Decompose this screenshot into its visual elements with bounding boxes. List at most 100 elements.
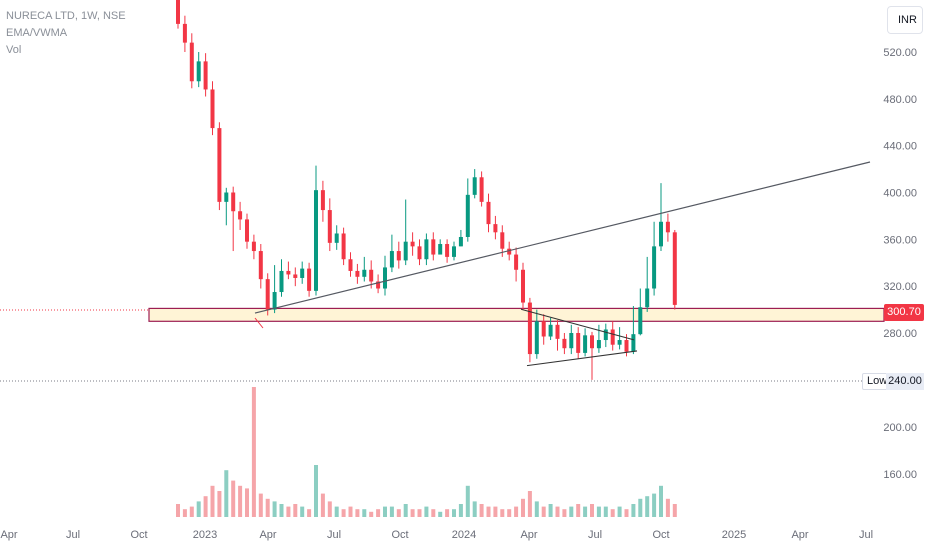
volume-bar (272, 501, 277, 517)
time-tick-label: Apr (791, 529, 808, 541)
candle-body (327, 210, 332, 243)
triangle-upper-line (520, 308, 635, 341)
time-tick-label: Oct (391, 529, 408, 541)
volume-bar (631, 504, 636, 517)
time-tick-label: Apr (520, 529, 537, 541)
candle-body (665, 221, 670, 233)
volume-bar (486, 506, 491, 517)
trendline (254, 161, 871, 314)
candle-body (238, 211, 243, 220)
candle-body (334, 233, 339, 243)
volume-bar (479, 504, 484, 517)
candle-body (624, 340, 629, 352)
price-tick-label: 160.00 (883, 469, 917, 481)
volume-bar (369, 511, 374, 517)
candle-body (500, 232, 505, 249)
symbol-title[interactable]: NURECA LTD, 1W, NSE (6, 10, 126, 22)
volume-bar (196, 501, 201, 517)
chart-legend: NURECA LTD, 1W, NSE EMA/VWMA Vol (6, 8, 126, 59)
volume-bar (507, 509, 512, 517)
candle-body (362, 269, 367, 277)
volume-bar (258, 493, 263, 517)
price-tick-label: 320.00 (883, 281, 917, 293)
candle-body (569, 333, 574, 349)
volume-bar (452, 509, 456, 517)
time-tick-label: Oct (652, 529, 669, 541)
volume-bar (279, 504, 284, 517)
volume-bar (576, 504, 581, 517)
candle-body (320, 190, 325, 211)
volume-bar (189, 506, 194, 517)
volume-bar (590, 504, 594, 517)
time-tick-label: Apr (259, 529, 276, 541)
volume-bar (438, 511, 443, 517)
indicator-label[interactable]: EMA/VWMA (6, 27, 68, 39)
volume-label[interactable]: Vol (6, 44, 22, 56)
candle-body (555, 324, 560, 339)
support-zone-box (148, 307, 885, 322)
candle-body (293, 274, 298, 278)
candle-body (617, 340, 622, 345)
volume-bar (555, 506, 560, 517)
candle-body (527, 302, 532, 355)
time-tick-label: 2024 (452, 529, 476, 541)
support-zone (148, 307, 885, 322)
candle-body (431, 239, 436, 255)
volume-bar (562, 509, 567, 517)
candle-body (403, 241, 408, 261)
candle-body (541, 321, 546, 337)
candle-body (596, 340, 601, 349)
candle-body (231, 192, 236, 212)
candle-body (279, 270, 284, 293)
volume-bar (238, 485, 243, 517)
candle-body (659, 221, 663, 247)
candle-body (638, 307, 643, 335)
volume-bar (417, 509, 422, 517)
candle-body (410, 241, 415, 247)
candle-body (383, 267, 387, 289)
price-tick-label: 520.00 (883, 47, 917, 59)
volume-bar (300, 506, 305, 517)
candle-body (548, 324, 553, 337)
price-tick-label: 400.00 (883, 188, 917, 200)
candle-body (493, 224, 498, 233)
candle-body (590, 335, 594, 349)
volume-bar (569, 506, 574, 517)
volume-bar (286, 506, 291, 517)
low-value: 240.00 (886, 373, 924, 390)
last-price-badge: 300.70 (884, 304, 924, 321)
volume-bar (645, 496, 650, 517)
candle-body (251, 241, 256, 252)
volume-bar (334, 506, 339, 517)
volume-bar (293, 504, 298, 517)
candle-body (534, 321, 539, 355)
candle-body (355, 270, 360, 277)
volume-bar (624, 509, 629, 517)
volume-bar (210, 485, 215, 517)
volume-bars (176, 387, 677, 517)
volume-bar (355, 509, 360, 517)
volume-bar (431, 509, 436, 517)
time-tick-label: Apr (0, 529, 17, 541)
volume-bar (217, 491, 222, 517)
volume-bar (541, 506, 546, 517)
candle-body (265, 279, 270, 310)
candle-body (610, 329, 615, 345)
candle-body (672, 232, 677, 305)
candle-body (424, 239, 429, 260)
volume-bar (348, 506, 353, 517)
volume-bar (307, 509, 312, 517)
candle-body (465, 194, 470, 237)
volume-bar (665, 498, 670, 517)
volume-bar (534, 501, 539, 517)
triangle-lower-line (526, 350, 638, 367)
currency-button[interactable]: INR (887, 6, 923, 34)
candle-body (389, 251, 394, 268)
volume-bar (389, 506, 394, 517)
volume-bar (548, 504, 553, 517)
drawings (254, 161, 871, 367)
axes: 520.00 480.00 440.00 400.00 360.00 320.00 280.… (0, 47, 917, 541)
volume-bar (493, 506, 498, 517)
candle-body (452, 246, 456, 257)
